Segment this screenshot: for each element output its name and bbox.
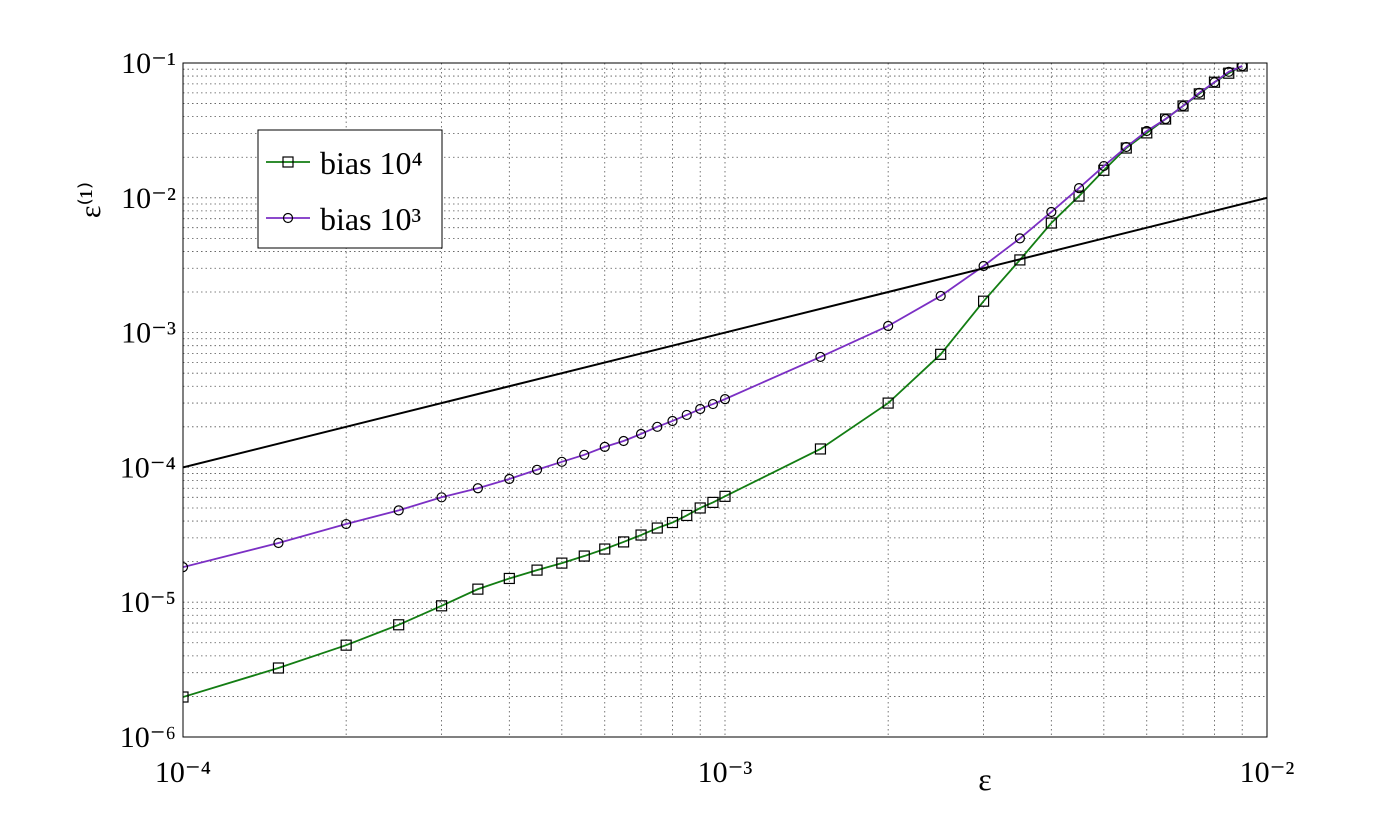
marker — [599, 441, 610, 452]
marker — [635, 428, 647, 440]
marker — [1073, 183, 1085, 194]
marker — [707, 496, 719, 508]
marker — [393, 619, 405, 631]
marker — [1223, 67, 1235, 79]
series-line — [183, 65, 1243, 569]
marker — [1073, 190, 1085, 202]
marker — [617, 536, 630, 548]
marker — [436, 492, 447, 503]
ticks: 10⁻⁴ 10⁻³ 10⁻² 10⁻⁶ 10⁻⁵ 10⁻⁴ 10⁻³ 10⁻² 10⁻¹ — [120, 47, 1295, 789]
marker — [1209, 77, 1220, 88]
legend-box — [257, 129, 443, 249]
marker — [681, 509, 693, 522]
marker — [556, 456, 567, 467]
marker — [719, 490, 731, 502]
marker — [472, 583, 484, 595]
x-tick-label: 10⁻² — [1240, 756, 1295, 789]
marker — [707, 398, 719, 410]
marker — [183, 562, 189, 573]
marker — [1121, 141, 1132, 153]
x-axis-label: ε — [978, 761, 991, 797]
marker — [666, 516, 679, 529]
marker — [272, 662, 285, 674]
x-tick-label: 10⁻⁴ — [155, 756, 211, 789]
marker — [719, 394, 731, 405]
marker — [695, 403, 706, 415]
marker — [1237, 63, 1248, 72]
y-tick-label: 10⁻³ — [121, 317, 176, 350]
marker — [618, 435, 629, 447]
marker — [531, 564, 543, 576]
marker — [578, 550, 590, 562]
marker — [815, 351, 826, 363]
marker — [814, 443, 827, 455]
marker — [599, 543, 611, 555]
y-tick-label: 10⁻¹ — [121, 47, 176, 80]
series-line — [183, 196, 1267, 469]
x-tick-label: 10⁻³ — [698, 756, 753, 789]
y-tick-label: 10⁻⁴ — [120, 451, 176, 484]
marker — [556, 557, 568, 569]
marker — [694, 502, 706, 514]
marker — [472, 483, 483, 494]
marker — [652, 421, 663, 432]
marker — [435, 600, 448, 612]
marker — [1014, 233, 1025, 244]
marker — [273, 537, 284, 549]
marker — [1141, 125, 1152, 137]
marker — [579, 449, 590, 460]
marker — [978, 260, 989, 272]
legend-marker — [282, 156, 294, 168]
y-tick-label: 10⁻⁵ — [120, 586, 176, 619]
legend-marker — [282, 212, 294, 224]
marker — [1098, 160, 1109, 172]
plot-frame — [182, 62, 1268, 738]
marker — [681, 409, 692, 421]
legend-label: bias 10⁴ — [320, 145, 423, 181]
legend-label: bias 10³ — [320, 201, 421, 237]
marker — [341, 518, 352, 530]
y-axis-label: ε⁽¹⁾ — [74, 182, 107, 218]
plot-area — [183, 63, 1267, 703]
marker — [667, 415, 678, 427]
marker — [882, 397, 894, 409]
marker — [635, 529, 647, 541]
marker — [531, 464, 543, 475]
marker — [883, 320, 894, 332]
marker — [1141, 127, 1153, 139]
marker — [1194, 87, 1205, 99]
marker — [1045, 217, 1057, 229]
marker — [504, 473, 515, 485]
marker — [183, 691, 189, 703]
marker — [651, 522, 663, 534]
marker — [977, 295, 990, 307]
marker — [393, 505, 404, 516]
series-line — [183, 65, 1243, 698]
marker — [503, 572, 515, 585]
marker — [935, 290, 946, 302]
marker — [1160, 113, 1171, 125]
legend: bias 10⁴ bias 10³ — [257, 129, 443, 249]
marker — [1223, 66, 1234, 77]
marker — [935, 348, 947, 360]
y-tick-label: 10⁻⁶ — [120, 721, 176, 754]
marker — [1046, 206, 1057, 218]
marker — [1177, 100, 1189, 112]
y-tick-label: 10⁻² — [121, 182, 176, 215]
marker — [340, 639, 352, 651]
